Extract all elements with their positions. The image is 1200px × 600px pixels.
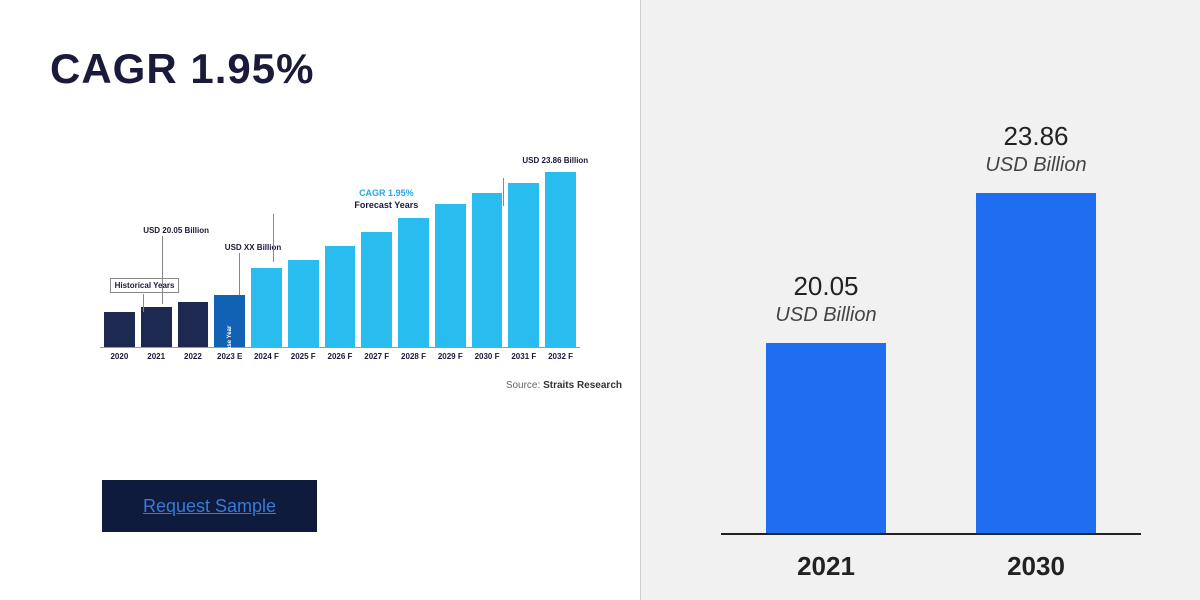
chart-bar [398, 218, 429, 348]
chart-bar [508, 183, 539, 348]
chart-bar [178, 302, 209, 348]
big-bars-row: 20.05USD Billion23.86USD Billion [721, 105, 1141, 533]
comparison-bar-column: 20.05USD Billion [761, 271, 891, 533]
right-panel: 20.05USD Billion23.86USD Billion 2021203… [640, 0, 1200, 600]
bar-value: 20.05 [793, 271, 858, 302]
forecast-chart: Base Year Historical Years USD 20.05 Bil… [100, 158, 580, 378]
bar-unit: USD Billion [985, 154, 1086, 177]
bar-unit: USD Billion [775, 304, 876, 327]
chart-bar [104, 312, 135, 347]
left-panel: CAGR 1.95% Base Year Historical Years US… [0, 0, 640, 600]
x-axis-label: 2027 F [361, 352, 392, 361]
base-year-label: Base Year [227, 326, 233, 355]
chart-bar [545, 172, 576, 347]
comparison-bar-column: 23.86USD Billion [971, 121, 1101, 533]
chart-bar [325, 246, 356, 348]
comparison-bar [976, 193, 1096, 533]
x-axis-labels: 2020202120222023 E2024 F2025 F2026 F2027… [100, 348, 580, 361]
comparison-x-label: 2021 [761, 551, 891, 582]
bar-value: 23.86 [1003, 121, 1068, 152]
x-axis-label: 2024 F [251, 352, 282, 361]
request-sample-button[interactable]: Request Sample [102, 480, 317, 532]
chart-bar [251, 268, 282, 347]
request-sample-label: Request Sample [143, 496, 276, 517]
x-axis-label: 2031 F [508, 352, 539, 361]
comparison-bar [766, 343, 886, 533]
chart-bar [361, 232, 392, 348]
x-axis-label: 2020 [104, 352, 135, 361]
cagr-title: CAGR 1.95% [50, 45, 595, 93]
comparison-chart: 20.05USD Billion23.86USD Billion [721, 105, 1141, 535]
x-axis-label: 2029 F [435, 352, 466, 361]
x-axis-label: 2030 F [472, 352, 503, 361]
source-label: Source: [506, 380, 540, 391]
x-axis-label: 2022 [178, 352, 209, 361]
right-x-labels: 2021 2030 [721, 551, 1141, 582]
x-axis-label: 2021 [141, 352, 172, 361]
source-line: Source: Straits Research [506, 380, 622, 391]
chart-bar: Base Year [214, 295, 245, 348]
comparison-x-label: 2030 [971, 551, 1101, 582]
chart-bar [435, 204, 466, 348]
x-axis-label: 2026 F [325, 352, 356, 361]
chart-bar [472, 193, 503, 347]
chart-bar [141, 307, 172, 347]
x-axis-label: 2028 F [398, 352, 429, 361]
source-value: Straits Research [543, 380, 622, 391]
x-axis-label: 2032 F [545, 352, 576, 361]
bars-row: Base Year [100, 158, 580, 347]
x-axis-label: 2025 F [288, 352, 319, 361]
chart-bar [288, 260, 319, 348]
